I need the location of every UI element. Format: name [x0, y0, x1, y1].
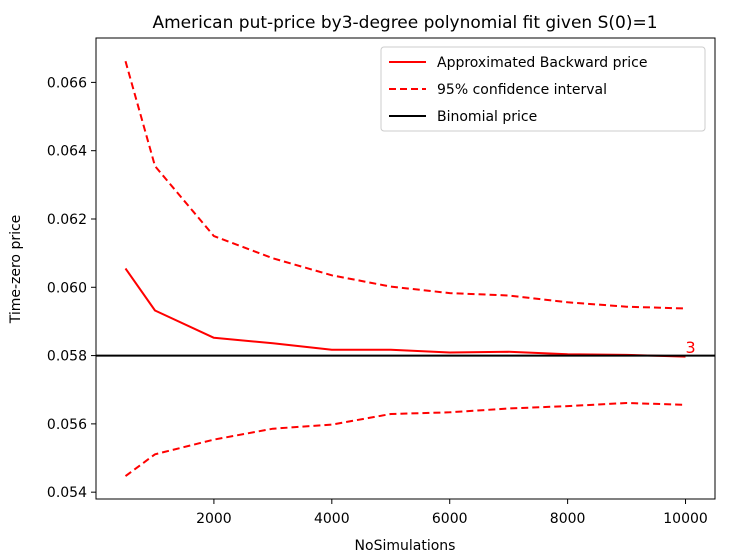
- y-axis-label: Time-zero price: [8, 215, 24, 325]
- x-tick-label: 2000: [196, 511, 232, 527]
- y-tick-label: 0.054: [47, 485, 87, 501]
- legend-label: Binomial price: [437, 109, 537, 125]
- y-tick-label: 0.060: [47, 280, 87, 296]
- x-tick-label: 8000: [550, 511, 586, 527]
- y-tick-label: 0.066: [47, 75, 87, 91]
- chart-title: American put-price by3-degree polynomial…: [152, 13, 657, 33]
- backward-price-line: [124, 267, 686, 358]
- y-axis: 0.054 0.056 0.058 0.060 0.062 0.064 0.066: [47, 75, 96, 501]
- x-tick-label: 6000: [432, 511, 468, 527]
- plot-area: 3: [96, 60, 715, 477]
- y-tick-label: 0.064: [47, 144, 87, 160]
- legend-label: 95% confidence interval: [437, 82, 607, 98]
- x-tick-label: 4000: [314, 511, 350, 527]
- y-tick-label: 0.062: [47, 212, 87, 228]
- x-axis: 2000 4000 6000 8000 10000: [196, 499, 708, 527]
- x-tick-label: 10000: [663, 511, 708, 527]
- legend: Approximated Backward price 95% confidenc…: [380, 46, 706, 132]
- lower-confidence-line: [124, 402, 686, 477]
- upper-confidence-line: [124, 60, 686, 310]
- x-axis-label: NoSimulations: [355, 538, 456, 554]
- legend-label: Approximated Backward price: [437, 55, 647, 71]
- plot-frame: [95, 37, 716, 500]
- y-tick-label: 0.056: [47, 417, 87, 433]
- annotation-label: 3: [686, 338, 696, 357]
- legend-box: [380, 46, 706, 132]
- y-tick-label: 0.058: [47, 349, 87, 365]
